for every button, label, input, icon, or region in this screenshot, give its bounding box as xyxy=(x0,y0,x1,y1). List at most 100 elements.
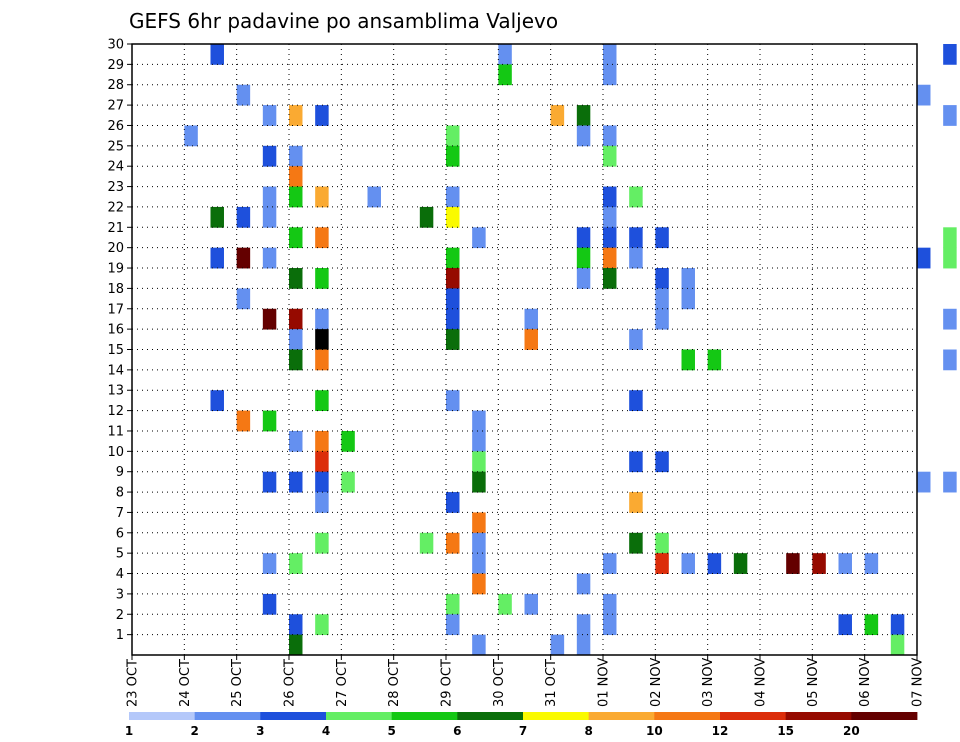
x-tick-label: 26 OCT xyxy=(283,659,298,707)
heatmap-cell xyxy=(629,492,643,513)
y-tick-label: 14 xyxy=(107,363,124,378)
heatmap-cell xyxy=(289,308,303,330)
colorbar-swatch xyxy=(851,712,918,720)
x-tick-label: 02 NOV xyxy=(649,658,664,707)
heatmap-cell xyxy=(943,105,957,126)
heatmap-cell xyxy=(472,532,486,554)
heatmap-cell xyxy=(236,247,251,269)
heatmap-cell xyxy=(655,532,669,554)
colorbar-swatch xyxy=(391,712,458,720)
heatmap-cell xyxy=(315,451,329,473)
y-tick-label: 4 xyxy=(116,567,124,582)
heatmap-cell xyxy=(576,614,591,636)
colorbar-tick-label: 1 xyxy=(125,724,133,738)
x-tick-label: 31 OCT xyxy=(544,659,559,707)
colorbar-tick-label: 12 xyxy=(712,724,729,738)
heatmap-cell xyxy=(603,247,617,269)
heatmap-cell xyxy=(315,268,329,289)
heatmap-cell xyxy=(289,329,303,350)
heatmap-cell xyxy=(943,247,957,269)
y-tick-label: 28 xyxy=(107,78,124,93)
heatmap-cell xyxy=(289,614,303,636)
y-tick-label: 23 xyxy=(107,180,124,195)
heatmap-cell xyxy=(315,227,329,249)
heatmap-cell xyxy=(629,532,643,554)
heatmap-cell xyxy=(576,105,591,126)
y-tick-label: 15 xyxy=(107,343,124,358)
heatmap-cell xyxy=(498,64,512,86)
heatmap-cell xyxy=(446,145,460,167)
heatmap-cell xyxy=(446,268,460,289)
chart-title: GEFS 6hr padavine po ansamblima Valjevo xyxy=(129,9,558,33)
heatmap-cell xyxy=(315,308,329,330)
heatmap-cell xyxy=(603,64,617,86)
heatmap-cell xyxy=(262,471,277,493)
heatmap-cell xyxy=(341,430,355,452)
colorbar-tick-label: 3 xyxy=(256,724,264,738)
y-tick-label: 2 xyxy=(116,608,124,623)
heatmap-cell xyxy=(707,553,722,574)
heatmap-cell xyxy=(236,206,251,228)
heatmap-cell xyxy=(655,308,669,330)
y-tick-label: 27 xyxy=(107,99,124,114)
heatmap-cell xyxy=(550,634,565,656)
x-tick-label: 30 OCT xyxy=(492,659,507,707)
grid-lines xyxy=(132,44,917,655)
y-tick-label: 16 xyxy=(107,323,124,338)
colorbar-tick-label: 5 xyxy=(387,724,395,738)
heatmap-cell xyxy=(262,105,277,126)
heatmap-cell xyxy=(681,553,695,574)
heatmap-cell xyxy=(315,105,329,126)
y-tick-label: 12 xyxy=(107,404,124,419)
heatmap-cell xyxy=(576,125,591,147)
heatmap-cell xyxy=(917,247,931,269)
x-tick-label: 03 NOV xyxy=(701,658,716,707)
heatmap-cell xyxy=(236,410,251,432)
heatmap-cell xyxy=(236,84,251,106)
x-tick-label: 29 OCT xyxy=(440,659,455,707)
x-tick-label: 23 OCT xyxy=(126,659,141,707)
colorbar-tick-label: 8 xyxy=(584,724,592,738)
heatmap-cell xyxy=(210,44,224,65)
y-tick-label: 25 xyxy=(107,139,124,154)
heatmap-cell xyxy=(498,44,512,65)
y-tick-label: 19 xyxy=(107,262,124,277)
heatmap-cell xyxy=(472,512,486,534)
heatmap-cell xyxy=(472,553,486,574)
colorbar-swatch xyxy=(588,712,655,720)
heatmap-cell xyxy=(315,471,329,493)
heatmap-cell xyxy=(524,329,538,350)
colorbar-swatch xyxy=(129,712,196,720)
heatmap-cell xyxy=(707,349,722,371)
x-tick-label: 01 NOV xyxy=(597,658,612,707)
heatmap-cell xyxy=(262,593,277,615)
heatmap-cell xyxy=(419,532,434,554)
heatmap-cell xyxy=(629,451,643,473)
heatmap-cell xyxy=(472,573,486,595)
colorbar-swatch xyxy=(785,712,852,720)
heatmap-cell xyxy=(655,288,669,310)
heatmap-cell xyxy=(655,227,669,249)
heatmap-cell xyxy=(315,349,329,371)
colorbar-swatch xyxy=(654,712,721,720)
heatmap-cell xyxy=(812,553,826,574)
heatmap-cell xyxy=(315,532,329,554)
x-tick-label: 06 NOV xyxy=(858,658,873,707)
x-axis-ticks: 23 OCT 24 OCT 25 OCT 26 OCT 27 OCT 28 OCT 29 O… xyxy=(126,655,926,707)
heatmap-cell xyxy=(262,553,277,574)
y-tick-label: 8 xyxy=(116,486,124,501)
heatmap-cell xyxy=(184,125,198,147)
heatmap-cell xyxy=(943,44,957,65)
heatmap-cell xyxy=(289,349,303,371)
heatmap-cell xyxy=(446,186,460,208)
x-tick-label: 25 OCT xyxy=(230,659,245,707)
heatmap-cell xyxy=(472,451,486,473)
heatmap-cell xyxy=(838,614,852,636)
heatmap-cell xyxy=(629,329,643,350)
heatmap-cell xyxy=(446,492,460,513)
heatmap-cell xyxy=(446,206,460,228)
heatmap-cell xyxy=(289,430,303,452)
heatmap-cell xyxy=(472,634,486,656)
colorbar-tick-label: 6 xyxy=(453,724,461,738)
y-tick-label: 1 xyxy=(116,628,124,643)
